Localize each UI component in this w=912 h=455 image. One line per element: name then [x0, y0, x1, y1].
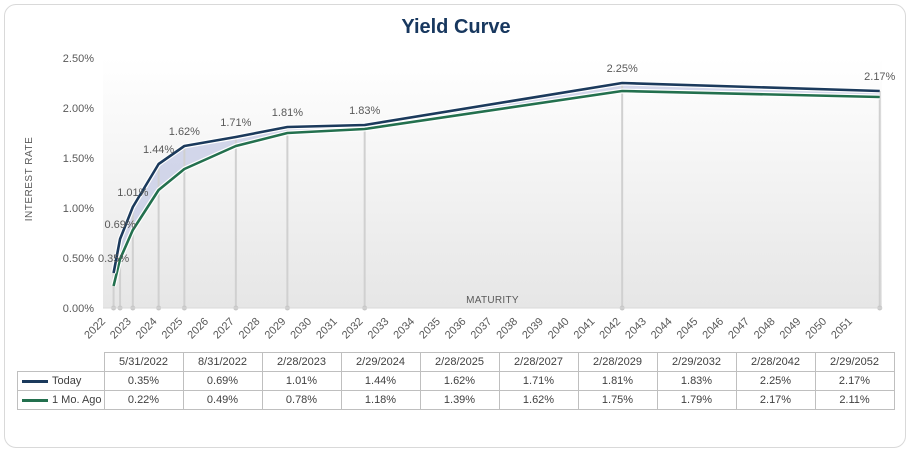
x-tick-label: 2051	[829, 316, 855, 342]
data-label: 1.44%	[143, 144, 174, 156]
table-column-header: 2/29/2032	[657, 353, 736, 372]
table-column-header: 5/31/2022	[104, 353, 183, 372]
data-label: 2.17%	[864, 71, 895, 83]
table-column-header: 2/28/2027	[499, 353, 578, 372]
x-tick-label: 2043	[623, 316, 649, 342]
table-corner	[18, 353, 105, 372]
table-cell: 0.35%	[104, 372, 183, 391]
x-tick-label: 2028	[237, 316, 263, 342]
data-label: 2.25%	[607, 63, 638, 75]
y-tick-label: 0.50%	[63, 253, 94, 265]
y-tick-label: 1.00%	[63, 203, 94, 215]
legend-label: Today	[52, 375, 81, 387]
x-tick-label: 2045	[675, 316, 701, 342]
data-label: 0.69%	[104, 219, 135, 231]
x-tick-label: 2023	[108, 316, 134, 342]
table-cell: 1.71%	[499, 372, 578, 391]
table-row-legend: Today	[18, 372, 105, 391]
table-row: 1 Mo. Ago 0.22% 0.49% 0.78% 1.18% 1.39% 1.62% 1…	[18, 391, 895, 410]
x-tick-label: 2040	[546, 316, 572, 342]
x-tick-label: 2046	[700, 316, 726, 342]
x-tick-label: 2029	[263, 316, 289, 342]
legend-swatch	[22, 380, 48, 383]
x-tick-label: 2022	[82, 316, 108, 342]
table-column-header: 2/28/2042	[736, 353, 815, 372]
x-tick-label: 2032	[340, 316, 366, 342]
data-label: 1.01%	[117, 187, 148, 199]
table-column-header: 2/29/2024	[341, 353, 420, 372]
x-axis-title: MATURITY	[466, 295, 519, 306]
x-tick-label: 2049	[778, 316, 804, 342]
table-cell: 0.22%	[104, 391, 183, 410]
x-tick-label: 2041	[572, 316, 598, 342]
x-tick-label: 2033	[366, 316, 392, 342]
table-cell: 2.17%	[736, 391, 815, 410]
x-tick-label: 2042	[597, 316, 623, 342]
data-label: 0.35%	[98, 253, 129, 265]
table-cell: 1.79%	[657, 391, 736, 410]
x-tick-label: 2026	[185, 316, 211, 342]
data-label: 1.83%	[349, 105, 380, 117]
table-header-row: 5/31/2022 8/31/2022 2/28/2023 2/29/2024 2/28…	[18, 353, 895, 372]
table-column-header: 2/28/2025	[420, 353, 499, 372]
table-cell: 1.83%	[657, 372, 736, 391]
table-column-header: 2/28/2023	[262, 353, 341, 372]
y-tick-label: 2.50%	[63, 53, 94, 65]
table-cell: 2.25%	[736, 372, 815, 391]
x-tick-label: 2037	[469, 316, 495, 342]
table-column-header: 8/31/2022	[183, 353, 262, 372]
yield-curve-chart: 0.35% 0.69% 1.01% 1.44% 1.62% 1.71% 1.81% 1.83%…	[0, 0, 912, 352]
x-tick-label: 2031	[314, 316, 340, 342]
x-tick-label: 2036	[443, 316, 469, 342]
x-tick-label: 2027	[211, 316, 237, 342]
data-table: 5/31/2022 8/31/2022 2/28/2023 2/29/2024 2/28…	[17, 352, 895, 410]
data-label: 1.71%	[220, 117, 251, 129]
table-cell: 1.81%	[578, 372, 657, 391]
x-tick-label: 2034	[391, 316, 417, 342]
table-cell: 0.49%	[183, 391, 262, 410]
x-tick-label: 2025	[160, 316, 186, 342]
y-tick-label: 0.00%	[63, 303, 94, 315]
table-row-legend: 1 Mo. Ago	[18, 391, 105, 410]
x-tick-label: 2024	[134, 316, 160, 342]
table-cell: 1.62%	[499, 391, 578, 410]
x-tick-label: 2039	[520, 316, 546, 342]
table-cell: 1.62%	[420, 372, 499, 391]
data-label: 1.81%	[272, 107, 303, 119]
y-tick-label: 1.50%	[63, 153, 94, 165]
x-tick-label: 2050	[803, 316, 829, 342]
legend-swatch	[22, 399, 48, 402]
table-cell: 1.18%	[341, 391, 420, 410]
table-cell: 1.39%	[420, 391, 499, 410]
table-cell: 1.75%	[578, 391, 657, 410]
table-column-header: 2/29/2052	[815, 353, 894, 372]
y-tick-label: 2.00%	[63, 103, 94, 115]
table-cell: 2.11%	[815, 391, 894, 410]
table-cell: 0.69%	[183, 372, 262, 391]
x-tick-label: 2035	[417, 316, 443, 342]
y-axis-title: INTEREST RATE	[24, 137, 35, 221]
table-cell: 1.44%	[341, 372, 420, 391]
x-tick-label: 2048	[752, 316, 778, 342]
table-cell: 2.17%	[815, 372, 894, 391]
x-tick-label: 2047	[726, 316, 752, 342]
table-cell: 1.01%	[262, 372, 341, 391]
x-tick-label: 2044	[649, 316, 675, 342]
x-tick-label: 2038	[494, 316, 520, 342]
x-tick-label: 2030	[288, 316, 314, 342]
table-row: Today 0.35% 0.69% 1.01% 1.44% 1.62% 1.71% 1.81%…	[18, 372, 895, 391]
legend-label: 1 Mo. Ago	[52, 394, 102, 406]
table-column-header: 2/28/2029	[578, 353, 657, 372]
data-label: 1.62%	[169, 126, 200, 138]
table-cell: 0.78%	[262, 391, 341, 410]
